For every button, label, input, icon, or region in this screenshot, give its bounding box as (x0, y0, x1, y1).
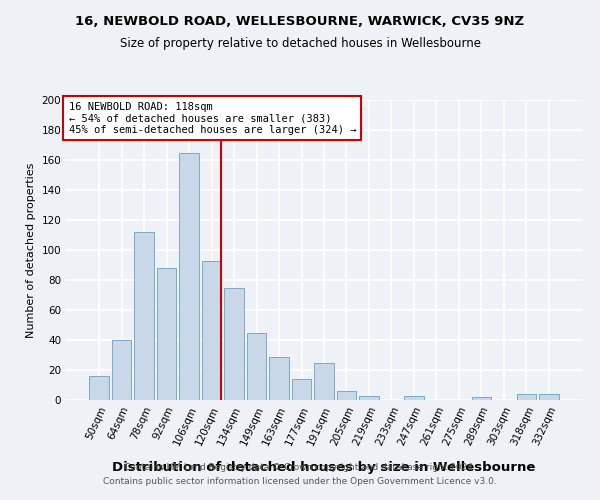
Bar (224, 288, 244, 400)
Bar (134, 232, 154, 400)
Bar (539, 394, 559, 400)
Bar (292, 379, 311, 400)
Bar (269, 356, 289, 400)
Bar (404, 396, 424, 400)
X-axis label: Distribution of detached houses by size in Wellesbourne: Distribution of detached houses by size … (112, 461, 536, 474)
Text: Contains public sector information licensed under the Open Government Licence v3: Contains public sector information licen… (103, 477, 497, 486)
Text: 16 NEWBOLD ROAD: 118sqm
← 54% of detached houses are smaller (383)
45% of semi-d: 16 NEWBOLD ROAD: 118sqm ← 54% of detache… (68, 102, 356, 134)
Y-axis label: Number of detached properties: Number of detached properties (26, 162, 36, 338)
Bar (517, 394, 536, 400)
Bar (472, 397, 491, 400)
Text: Contains HM Land Registry data © Crown copyright and database right 2024.: Contains HM Land Registry data © Crown c… (124, 464, 476, 472)
Bar (314, 362, 334, 400)
Text: Size of property relative to detached houses in Wellesbourne: Size of property relative to detached ho… (119, 38, 481, 51)
Bar (337, 391, 356, 400)
Bar (359, 396, 379, 400)
Text: 16, NEWBOLD ROAD, WELLESBOURNE, WARWICK, CV35 9NZ: 16, NEWBOLD ROAD, WELLESBOURNE, WARWICK,… (76, 15, 524, 28)
Bar (89, 376, 109, 400)
Bar (247, 332, 266, 400)
Bar (112, 340, 131, 400)
Bar (179, 152, 199, 400)
Bar (202, 260, 221, 400)
Bar (157, 268, 176, 400)
